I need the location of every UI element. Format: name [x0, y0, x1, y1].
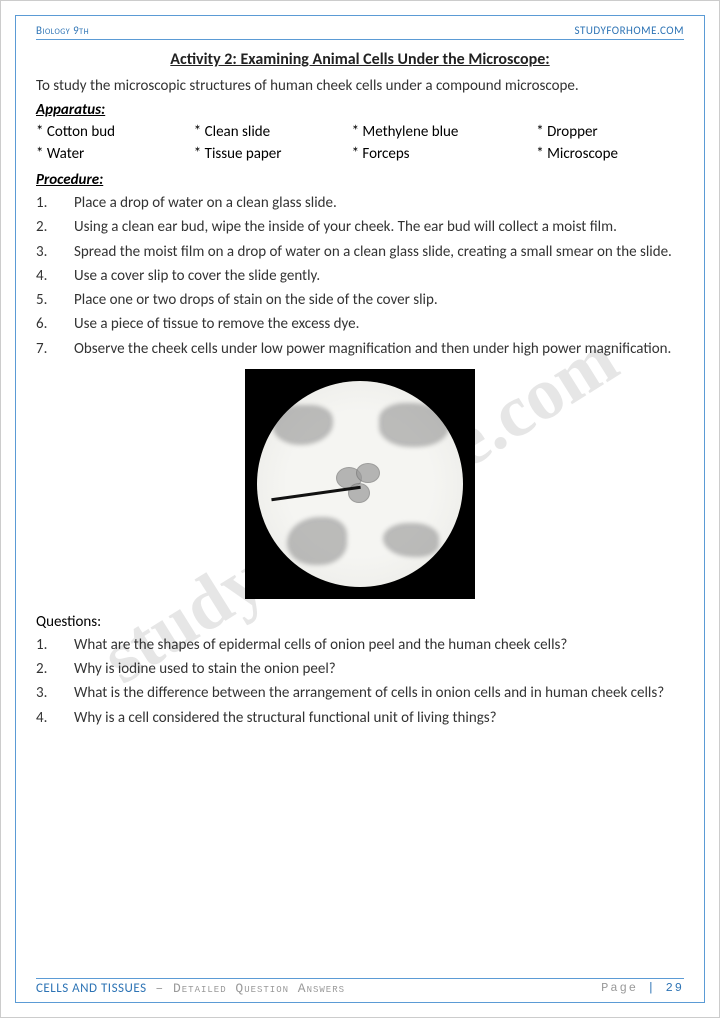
microscope-frame	[245, 369, 475, 599]
header-bar: Biology 9th STUDYFORHOME.COM	[36, 24, 684, 40]
apparatus-item: * Water	[36, 145, 184, 163]
apparatus-item: * Microscope	[536, 145, 684, 163]
question-item: Why is iodine used to stain the onion pe…	[36, 659, 684, 679]
question-item: Why is a cell considered the structural …	[36, 708, 684, 728]
procedure-heading: Procedure:	[36, 171, 684, 189]
page-border: studyforhome.com Biology 9th STUDYFORHOM…	[15, 15, 705, 1003]
question-item: What is the difference between the arran…	[36, 683, 684, 703]
apparatus-item: * Forceps	[352, 145, 527, 163]
apparatus-item: * Cotton bud	[36, 123, 184, 141]
apparatus-heading: Apparatus:	[36, 101, 684, 119]
cell-blob	[383, 523, 439, 557]
cell-blob	[273, 405, 333, 445]
cell-blob	[379, 403, 449, 447]
apparatus-item: * Methylene blue	[352, 123, 527, 141]
procedure-step: Observe the cheek cells under low power …	[36, 339, 684, 359]
questions-heading: Questions:	[36, 613, 684, 631]
content-area: Biology 9th STUDYFORHOME.COM Activity 2:…	[36, 24, 684, 728]
footer-left: CELLS AND TISSUES – Detailed Question An…	[36, 981, 345, 996]
apparatus-grid: * Cotton bud * Clean slide * Methylene b…	[36, 123, 684, 163]
intro-text: To study the microscopic structures of h…	[36, 77, 684, 95]
activity-title: Activity 2: Examining Animal Cells Under…	[36, 50, 684, 69]
apparatus-item: * Dropper	[536, 123, 684, 141]
footer-bar: CELLS AND TISSUES – Detailed Question An…	[36, 978, 684, 996]
cell-cluster	[330, 459, 390, 509]
procedure-step: Place a drop of water on a clean glass s…	[36, 193, 684, 213]
microscope-figure	[36, 369, 684, 599]
page: studyforhome.com Biology 9th STUDYFORHOM…	[0, 0, 720, 1018]
procedure-step: Use a piece of tissue to remove the exce…	[36, 314, 684, 334]
cell-blob	[287, 517, 347, 565]
footer-right: Page | 29	[601, 981, 684, 996]
procedure-list: Place a drop of water on a clean glass s…	[36, 193, 684, 359]
question-item: What are the shapes of epidermal cells o…	[36, 635, 684, 655]
apparatus-item: * Clean slide	[194, 123, 342, 141]
header-left: Biology 9th	[36, 24, 89, 37]
procedure-step: Using a clean ear bud, wipe the inside o…	[36, 217, 684, 237]
header-right: STUDYFORHOME.COM	[575, 24, 684, 37]
procedure-step: Spread the moist film on a drop of water…	[36, 242, 684, 262]
procedure-step: Use a cover slip to cover the slide gent…	[36, 266, 684, 286]
questions-list: What are the shapes of epidermal cells o…	[36, 635, 684, 728]
apparatus-item: * Tissue paper	[194, 145, 342, 163]
microscope-view	[257, 381, 463, 587]
procedure-step: Place one or two drops of stain on the s…	[36, 290, 684, 310]
